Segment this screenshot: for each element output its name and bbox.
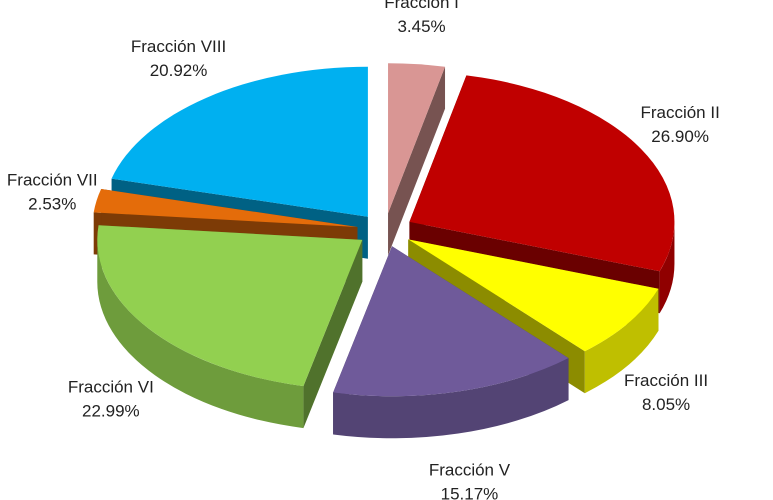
slice: [97, 225, 363, 387]
slice-label: Fracción III: [624, 371, 708, 390]
slice: [93, 188, 358, 228]
slice: [333, 246, 569, 397]
slice-edge: [388, 66, 446, 256]
slice-label: Fracción II: [640, 103, 719, 122]
slice-value-label: 22.99%: [82, 401, 140, 420]
slice-tops: [93, 63, 675, 397]
slice-value-label: 15.17%: [441, 484, 499, 500]
slice: [111, 66, 368, 217]
slice-label: Fracción VIII: [131, 37, 226, 56]
slice-value-label: 3.45%: [397, 17, 445, 36]
slice-label: Fracción VII: [7, 170, 98, 189]
slice-value-label: 20.92%: [150, 61, 208, 80]
slice-label: Fracción I: [384, 0, 459, 12]
slice-value-label: 2.53%: [28, 194, 76, 213]
slice-wall: [97, 239, 304, 429]
slice: [408, 239, 659, 352]
slice-label: Fracción V: [429, 460, 511, 479]
slice-value-label: 8.05%: [642, 395, 690, 414]
slice-value-label: 26.90%: [651, 127, 709, 146]
slice: [409, 75, 675, 272]
slice-wall: [659, 221, 675, 314]
slice-wall: [333, 358, 569, 439]
slice: [388, 63, 446, 214]
slice-label: Fracción VI: [68, 377, 154, 396]
slice-edge: [303, 239, 363, 429]
slice-wall: [584, 288, 659, 394]
